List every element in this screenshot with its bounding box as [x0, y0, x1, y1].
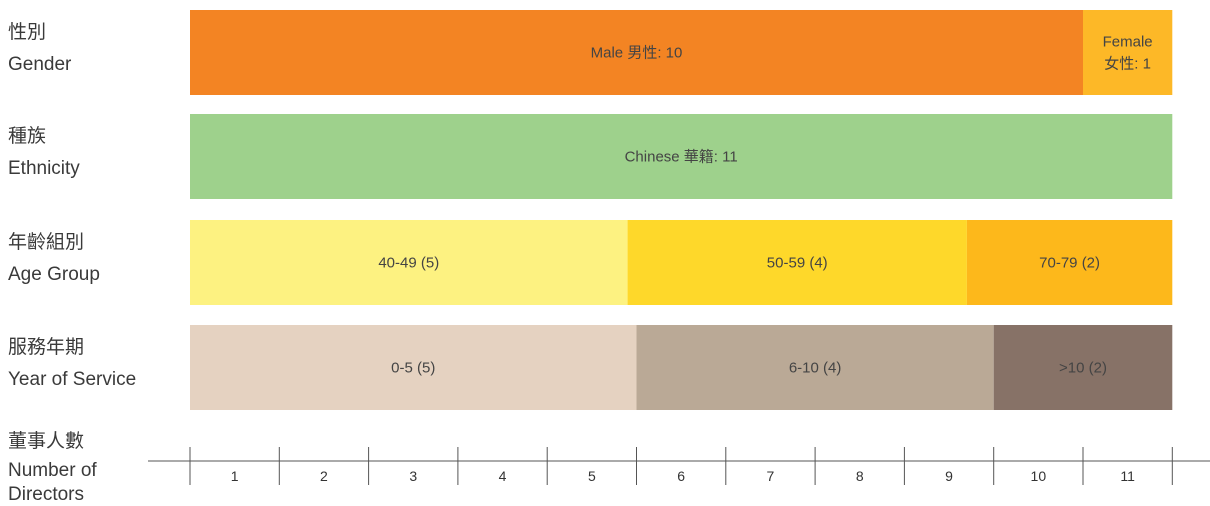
tick-label: 5	[588, 468, 596, 484]
bar-segment	[190, 114, 1173, 199]
bar-segment	[1083, 10, 1173, 95]
row-label-zh: 性別	[8, 21, 46, 43]
segment-label: >10 (2)	[1059, 360, 1107, 377]
segment-label: 70-79 (2)	[1039, 255, 1100, 272]
tick-label: 10	[1031, 468, 1047, 484]
row-label-en: Age Group	[8, 264, 100, 285]
tick-label: 1	[231, 468, 239, 484]
tick-label: 4	[499, 468, 507, 484]
row-label-zh: 服務年期	[8, 336, 84, 358]
tick-label: 2	[320, 468, 328, 484]
row-label-en: Gender	[8, 54, 72, 75]
tick-label: 9	[945, 468, 953, 484]
bar-segment	[190, 325, 637, 410]
row-label-en: Ethnicity	[8, 158, 80, 179]
tick-label: 3	[409, 468, 417, 484]
bar-segment	[966, 220, 1173, 305]
segment-label: Chinese 華籍: 11	[625, 149, 738, 166]
segment-label: 6-10 (4)	[789, 360, 842, 377]
tick-label: 6	[677, 468, 685, 484]
segment-label: 40-49 (5)	[378, 255, 439, 272]
row-label-zh: 種族	[8, 125, 46, 147]
axis-label-en: Directors	[8, 484, 84, 505]
segment-label: Male 男性: 10	[591, 45, 683, 62]
segment-label: 0-5 (5)	[391, 360, 435, 377]
bar-segment	[636, 325, 994, 410]
axis-label-zh: 董事人數	[8, 430, 84, 452]
bar-segment	[190, 220, 628, 305]
row-label-en: Year of Service	[8, 369, 136, 390]
tick-label: 7	[767, 468, 775, 484]
axis-label-en: Number of	[8, 460, 97, 481]
row-label-zh: 年齡組別	[8, 231, 84, 253]
segment-label: 50-59 (4)	[767, 255, 828, 272]
bar-segment	[627, 220, 967, 305]
segment-label: Female 女性: 1	[1103, 34, 1153, 73]
tick-label: 8	[856, 468, 864, 484]
bar-segment	[190, 10, 1083, 95]
tick-label: 11	[1120, 468, 1135, 484]
bar-segment	[993, 325, 1173, 410]
